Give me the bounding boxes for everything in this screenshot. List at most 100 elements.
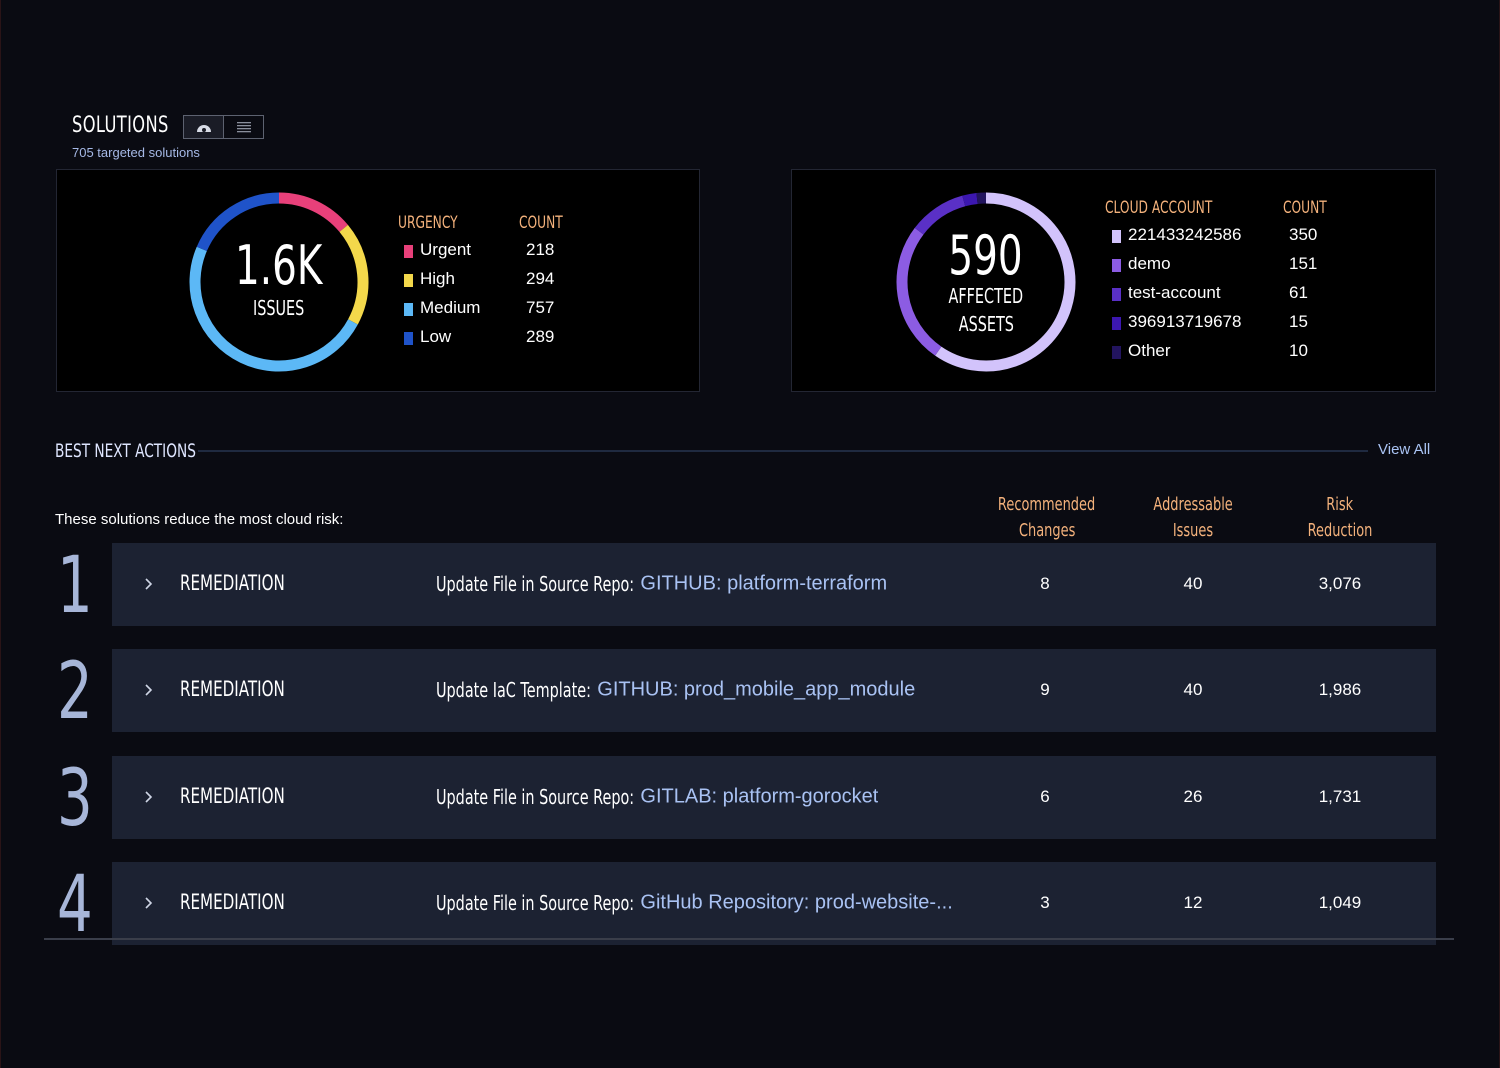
donut-slice-396913719678[interactable] <box>962 193 978 207</box>
legend-item[interactable]: Urgent 218 <box>404 240 586 264</box>
solution-repo-link[interactable]: GITHUB: prod_mobile_app_module <box>597 678 916 701</box>
recommended-changes-value: 9 <box>1040 680 1050 699</box>
donut-slice-221433242586[interactable] <box>935 192 1076 372</box>
chevron-right-icon[interactable] <box>142 891 156 915</box>
recommended-changes-value: 3 <box>1040 893 1050 912</box>
recommended-changes-value: 8 <box>1040 574 1050 593</box>
risk-reduction-value: 3,076 <box>1318 574 1362 593</box>
solution-repo-link[interactable]: GITHUB: platform-terraform <box>640 572 888 595</box>
legend-swatch <box>1112 259 1121 272</box>
legend-item[interactable]: 396913719678 15 <box>1112 312 1349 336</box>
chevron-right-icon[interactable] <box>142 678 156 702</box>
legend-label: Medium <box>420 298 481 317</box>
issues-label: ISSUES <box>253 296 305 320</box>
assets-label-2: ASSETS <box>958 312 1014 336</box>
solution-type: REMEDIATION <box>180 784 285 808</box>
issues-total: 1.6K <box>235 234 323 297</box>
col-recommended-changes[interactable]: Recommended Changes <box>977 492 1117 544</box>
donut-slice-urgent[interactable] <box>278 192 348 233</box>
col-risk-line1: Risk <box>1326 494 1354 515</box>
dashboard-icon <box>196 125 211 132</box>
assets-donut-chart <box>896 192 1076 372</box>
rank-number: 3 <box>50 759 100 839</box>
donut-slice-high[interactable] <box>339 224 369 325</box>
legend-item[interactable]: Medium 757 <box>404 298 586 322</box>
legend-swatch <box>1112 346 1121 359</box>
legend-label: 396913719678 <box>1128 312 1242 331</box>
solution-repo-link[interactable]: GitHub Repository: prod-website-... <box>640 891 953 914</box>
action-row[interactable]: REMEDIATION Update File in Source Repo: G… <box>112 543 1436 626</box>
best-next-actions-title: BEST NEXT ACTIONS <box>55 440 196 462</box>
urgency-heading: URGENCY <box>398 213 458 233</box>
urgency-count-heading: COUNT <box>519 213 563 233</box>
legend-count: 350 <box>1289 225 1318 244</box>
chevron-right-icon[interactable] <box>142 785 156 809</box>
legend-count: 757 <box>526 298 555 317</box>
legend-count: 294 <box>526 269 555 288</box>
action-row[interactable]: REMEDIATION Update File in Source Repo: G… <box>112 862 1436 945</box>
legend-count: 61 <box>1289 283 1308 302</box>
dashboard-view-button[interactable] <box>184 116 224 138</box>
view-all-link[interactable]: View All <box>1378 441 1431 458</box>
col-risk-reduction[interactable]: Risk Reduction <box>1270 492 1410 544</box>
assets-label-1: AFFECTED <box>948 284 1024 308</box>
urgency-donut-center: 1.6K ISSUES <box>179 238 379 322</box>
urgency-panel: 1.6K ISSUES URGENCY COUNT Urgent 218 High 2… <box>56 169 700 392</box>
legend-item[interactable]: 221433242586 350 <box>1112 225 1349 249</box>
risk-reduction-value: 1,986 <box>1318 680 1362 699</box>
legend-count: 151 <box>1289 254 1318 273</box>
risk-reduction-value: 1,731 <box>1318 787 1362 806</box>
donut-slice-test-account[interactable] <box>914 195 966 235</box>
legend-label: Low <box>420 327 452 346</box>
legend-item[interactable]: Other 10 <box>1112 341 1349 365</box>
legend-swatch <box>1112 288 1121 301</box>
assets-donut-center: 590 AFFECTED ASSETS <box>886 228 1086 338</box>
donut-slice-demo[interactable] <box>896 227 942 356</box>
bottom-divider <box>44 938 1454 940</box>
list-view-button[interactable] <box>224 116 263 138</box>
solution-action: Update File in Source Repo: <box>436 891 635 915</box>
solution-action: Update File in Source Repo: <box>436 785 635 809</box>
col-addressable-issues[interactable]: Addressable Issues <box>1123 492 1263 544</box>
legend-count: 289 <box>526 327 555 346</box>
donut-slice-medium[interactable] <box>189 246 358 372</box>
legend-swatch <box>404 245 413 258</box>
legend-label: demo <box>1128 254 1171 273</box>
legend-item[interactable]: High 294 <box>404 269 586 293</box>
legend-count: 10 <box>1289 341 1308 360</box>
chevron-right-icon[interactable] <box>142 572 156 596</box>
rank-number: 2 <box>50 652 100 732</box>
solution-type: REMEDIATION <box>180 677 285 701</box>
legend-swatch <box>404 274 413 287</box>
legend-label: High <box>420 269 455 288</box>
cloud-account-count-heading: COUNT <box>1283 198 1327 218</box>
risk-reduction-value: 1,049 <box>1318 893 1362 912</box>
rank-number-text: 4 <box>57 860 93 950</box>
solution-description: Update File in Source Repo: GitHub Reposi… <box>436 891 953 915</box>
legend-label: 221433242586 <box>1128 225 1242 244</box>
affected-assets-panel: 590 AFFECTED ASSETS CLOUD ACCOUNT COUNT … <box>791 169 1436 392</box>
donut-slice-low[interactable] <box>196 192 280 252</box>
action-row[interactable]: REMEDIATION Update IaC Template: GITHUB: … <box>112 649 1436 732</box>
rank-number: 4 <box>50 865 100 945</box>
addressable-issues-value: 26 <box>1183 787 1203 806</box>
col-recommended-line2: Changes <box>1018 520 1076 541</box>
addressable-issues-value: 40 <box>1183 574 1203 593</box>
legend-swatch <box>404 303 413 316</box>
action-row[interactable]: REMEDIATION Update File in Source Repo: G… <box>112 756 1436 839</box>
legend-item[interactable]: demo 151 <box>1112 254 1349 278</box>
urgency-donut-chart <box>189 192 369 372</box>
recommended-changes-value: 6 <box>1040 787 1050 806</box>
col-addressable-line1: Addressable <box>1153 494 1233 515</box>
legend-label: Other <box>1128 341 1171 360</box>
page-title: SOLUTIONS <box>72 113 169 138</box>
col-risk-line2: Reduction <box>1307 520 1373 541</box>
legend-swatch <box>1112 317 1121 330</box>
legend-item[interactable]: test-account 61 <box>1112 283 1349 307</box>
cloud-account-heading: CLOUD ACCOUNT <box>1105 198 1213 218</box>
list-icon <box>236 122 251 133</box>
legend-item[interactable]: Low 289 <box>404 327 586 351</box>
col-addressable-line2: Issues <box>1172 520 1214 541</box>
solution-repo-link[interactable]: GITLAB: platform-gorocket <box>640 785 879 808</box>
solution-description: Update IaC Template: GITHUB: prod_mobile_… <box>436 678 915 702</box>
